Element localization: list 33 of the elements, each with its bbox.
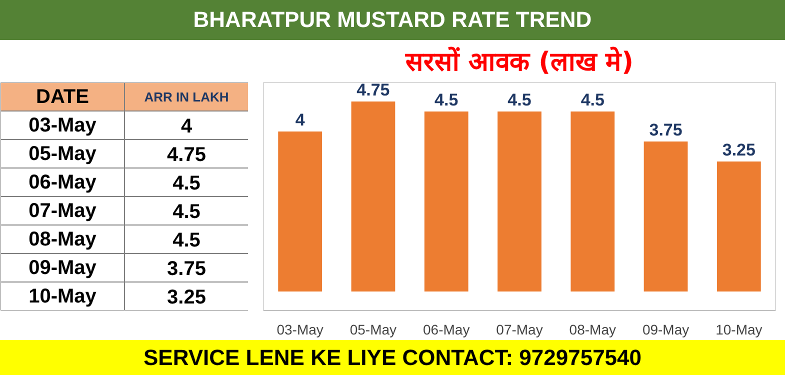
x-tick-label: 03-May bbox=[276, 322, 324, 338]
text: ARR IN LAKH bbox=[144, 89, 229, 104]
x-tick-label: 06-May bbox=[423, 322, 470, 338]
text: 09-May bbox=[28, 256, 98, 279]
data-label: 3.25 bbox=[722, 140, 756, 160]
chart-subtitle: सरसों आवक (लाख मे) bbox=[404, 46, 634, 78]
x-tick-label: 10-May bbox=[716, 322, 762, 338]
data-label: 4.75 bbox=[356, 80, 390, 100]
data-label: 4.5 bbox=[580, 90, 604, 110]
text: 4.5 bbox=[172, 172, 200, 194]
data-label: 3.75 bbox=[649, 120, 682, 140]
text: 3.75 bbox=[167, 258, 206, 280]
text: 08-May bbox=[28, 228, 98, 250]
text: DATE bbox=[36, 86, 89, 108]
text: 07-May bbox=[28, 200, 98, 222]
x-tick-label: 07-May bbox=[496, 322, 543, 338]
text: 06-May bbox=[28, 171, 98, 194]
data-label: 4.5 bbox=[434, 90, 458, 110]
chart-title: BHARATPUR MUSTARD RATE TREND bbox=[193, 6, 592, 34]
x-tick-label: 05-May bbox=[350, 322, 397, 338]
x-tick-label: 09-May bbox=[642, 322, 690, 338]
text: 05-May bbox=[28, 142, 98, 165]
text: 4.5 bbox=[172, 229, 200, 252]
text: 4.5 bbox=[172, 200, 200, 223]
data-label: 4 bbox=[295, 110, 306, 130]
data-label: 4.5 bbox=[508, 90, 532, 110]
text: 03-May bbox=[28, 114, 98, 136]
text: 4 bbox=[180, 115, 193, 138]
text: 10-May bbox=[28, 285, 98, 308]
text: 3.25 bbox=[167, 286, 206, 308]
x-tick-label: 08-May bbox=[569, 322, 616, 338]
text: 4.75 bbox=[167, 144, 206, 166]
text: SERVICE LENE KE LIYE CONTACT: 9729757540 bbox=[143, 344, 642, 372]
